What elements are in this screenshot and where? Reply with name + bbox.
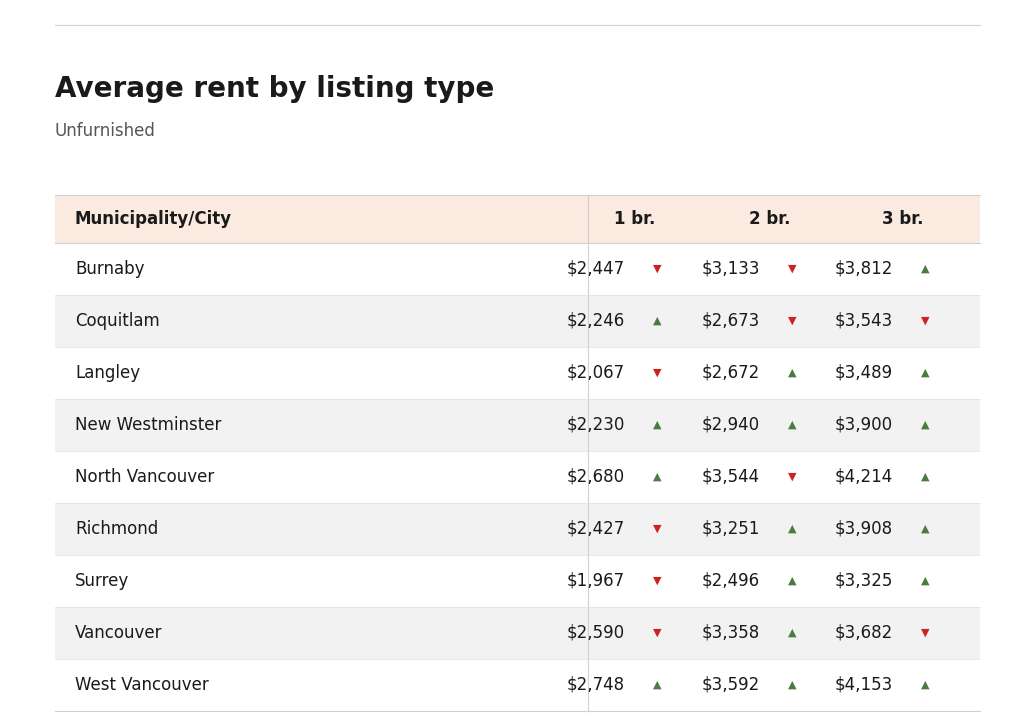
Text: $3,544: $3,544 bbox=[701, 468, 760, 486]
Text: ▼: ▼ bbox=[788, 472, 797, 482]
Text: ▼: ▼ bbox=[788, 264, 797, 274]
Text: Burnaby: Burnaby bbox=[75, 260, 144, 278]
Text: ▼: ▼ bbox=[653, 628, 662, 638]
Bar bbox=[55, 659, 980, 711]
Text: $3,358: $3,358 bbox=[701, 624, 760, 642]
Text: $1,967: $1,967 bbox=[567, 572, 625, 590]
Text: $2,067: $2,067 bbox=[567, 364, 625, 382]
Text: ▼: ▼ bbox=[653, 368, 662, 378]
Text: Vancouver: Vancouver bbox=[75, 624, 163, 642]
Text: $2,447: $2,447 bbox=[567, 260, 625, 278]
Text: ▲: ▲ bbox=[921, 576, 930, 586]
Text: ▲: ▲ bbox=[653, 420, 662, 430]
Bar bbox=[55, 399, 980, 451]
Text: $3,133: $3,133 bbox=[701, 260, 760, 278]
Text: ▼: ▼ bbox=[653, 264, 662, 274]
Text: $2,748: $2,748 bbox=[567, 676, 625, 694]
Text: ▲: ▲ bbox=[788, 628, 797, 638]
Text: ▲: ▲ bbox=[921, 368, 930, 378]
Text: $2,427: $2,427 bbox=[566, 520, 625, 538]
Text: $3,325: $3,325 bbox=[835, 572, 893, 590]
Text: ▲: ▲ bbox=[788, 524, 797, 534]
Text: ▲: ▲ bbox=[788, 420, 797, 430]
Text: ▲: ▲ bbox=[921, 264, 930, 274]
Text: $3,592: $3,592 bbox=[701, 676, 760, 694]
Text: ▼: ▼ bbox=[653, 524, 662, 534]
Bar bbox=[55, 451, 980, 503]
Bar bbox=[55, 503, 980, 555]
Text: ▲: ▲ bbox=[921, 680, 930, 690]
Text: $3,489: $3,489 bbox=[835, 364, 893, 382]
Text: Richmond: Richmond bbox=[75, 520, 159, 538]
Text: ▲: ▲ bbox=[921, 524, 930, 534]
Text: $4,153: $4,153 bbox=[835, 676, 893, 694]
Text: $3,900: $3,900 bbox=[835, 416, 893, 434]
Text: ▲: ▲ bbox=[788, 576, 797, 586]
Text: Unfurnished: Unfurnished bbox=[55, 122, 156, 140]
Text: ▼: ▼ bbox=[653, 576, 662, 586]
Text: $2,673: $2,673 bbox=[701, 312, 760, 330]
Text: ▼: ▼ bbox=[921, 316, 930, 326]
Text: $3,682: $3,682 bbox=[835, 624, 893, 642]
Text: ▲: ▲ bbox=[653, 472, 662, 482]
Bar bbox=[55, 555, 980, 607]
Text: North Vancouver: North Vancouver bbox=[75, 468, 214, 486]
Text: $3,812: $3,812 bbox=[835, 260, 893, 278]
Text: $3,543: $3,543 bbox=[835, 312, 893, 330]
Text: 3 br.: 3 br. bbox=[883, 210, 924, 228]
Text: Average rent by listing type: Average rent by listing type bbox=[55, 75, 495, 103]
Text: $3,251: $3,251 bbox=[701, 520, 760, 538]
Text: ▲: ▲ bbox=[921, 472, 930, 482]
Text: 1 br.: 1 br. bbox=[614, 210, 655, 228]
Text: $2,672: $2,672 bbox=[701, 364, 760, 382]
Text: West Vancouver: West Vancouver bbox=[75, 676, 209, 694]
Bar bbox=[55, 607, 980, 659]
Text: New Westminster: New Westminster bbox=[75, 416, 221, 434]
Text: ▼: ▼ bbox=[788, 316, 797, 326]
Text: $2,496: $2,496 bbox=[701, 572, 760, 590]
Text: Municipality/City: Municipality/City bbox=[75, 210, 232, 228]
Bar bbox=[55, 295, 980, 347]
Text: $4,214: $4,214 bbox=[835, 468, 893, 486]
Text: $2,590: $2,590 bbox=[567, 624, 625, 642]
Text: ▲: ▲ bbox=[788, 368, 797, 378]
Text: $2,246: $2,246 bbox=[566, 312, 625, 330]
Text: $2,940: $2,940 bbox=[701, 416, 760, 434]
Text: ▼: ▼ bbox=[921, 628, 930, 638]
Bar bbox=[55, 347, 980, 399]
Text: $3,908: $3,908 bbox=[835, 520, 893, 538]
Text: $2,230: $2,230 bbox=[566, 416, 625, 434]
Text: 2 br.: 2 br. bbox=[750, 210, 791, 228]
Text: $2,680: $2,680 bbox=[567, 468, 625, 486]
Text: Langley: Langley bbox=[75, 364, 140, 382]
Text: Surrey: Surrey bbox=[75, 572, 129, 590]
Text: ▲: ▲ bbox=[921, 420, 930, 430]
Bar bbox=[55, 243, 980, 295]
Text: ▲: ▲ bbox=[653, 316, 662, 326]
Text: ▲: ▲ bbox=[653, 680, 662, 690]
Bar bbox=[55, 195, 980, 243]
Text: ▲: ▲ bbox=[788, 680, 797, 690]
Text: Coquitlam: Coquitlam bbox=[75, 312, 160, 330]
